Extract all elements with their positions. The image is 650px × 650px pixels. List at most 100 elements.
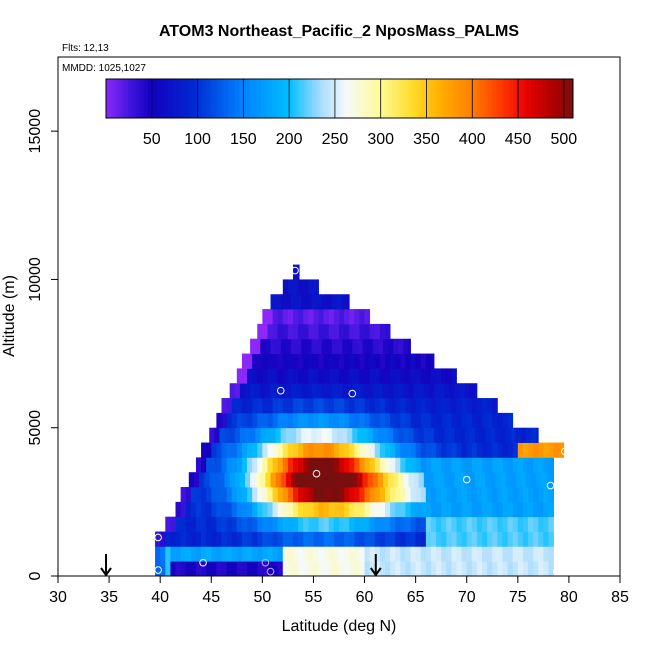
y-tick-label: 0 [27,571,44,580]
heatmap-cell [280,383,287,399]
heatmap-cell [323,368,330,384]
profile-markers [154,266,569,576]
colorbar-segment [166,79,170,118]
heatmap-cell [344,501,350,518]
heatmap-cell [492,457,498,473]
heatmap-cell [326,383,333,399]
heatmap-cell [425,531,432,547]
heatmap-cell [306,294,312,310]
heatmap-cell [390,442,396,458]
heatmap-cell [410,516,417,532]
heatmap-cell [415,353,422,369]
heatmap-cell [395,561,401,577]
heatmap-cell [449,472,455,488]
heatmap-cell [379,501,386,518]
heatmap-cell [216,412,222,429]
heatmap-cell [270,338,277,354]
heatmap-cell [476,398,483,414]
heatmap-cell [326,427,333,443]
colorbar-segment [443,79,447,118]
heatmap-cell [517,457,524,473]
heatmap-cell [231,561,238,577]
heatmap-cell [287,353,294,369]
heatmap-cell [425,501,432,518]
heatmap-cell [349,546,355,562]
heatmap-cell [543,501,549,518]
heatmap-cell [170,531,176,547]
heatmap-cell [236,531,243,547]
heatmap-cell [374,561,381,577]
heatmap-cell [461,501,468,518]
heatmap-cell [352,338,358,354]
heatmap-cell [318,457,325,473]
heatmap-cell [364,309,371,325]
colorbar-segment [328,79,332,118]
heatmap-cell [316,472,323,488]
heatmap-cell [408,472,414,488]
heatmap-cell [454,383,460,399]
heatmap-cell [522,546,529,562]
colorbar-segment [534,79,538,118]
heatmap-cell [428,383,435,399]
heatmap-cell [434,472,440,488]
heatmap-cell [395,412,401,429]
heatmap-cell [456,398,463,414]
heatmap-cell [318,412,325,429]
heatmap-cell [492,398,498,414]
colorbar-frame [105,78,574,119]
heatmap-cell [430,442,437,458]
heatmap-cell [403,383,409,399]
heatmap-cell [466,442,473,458]
colorbar-segment [446,79,450,118]
heatmap-cell [382,472,389,488]
heatmap-cell [466,516,473,532]
heatmap-cell [303,546,309,562]
colorbar-segment [106,79,110,118]
heatmap-cell [344,412,350,429]
heatmap-cell [211,501,217,518]
heatmap-cell [221,501,227,518]
colorbar-segment [207,79,211,118]
heatmap-cell [313,323,319,340]
heatmap-cell [308,398,314,414]
colorbar-segment [427,79,431,118]
heatmap-cell [517,561,524,577]
heatmap-cell [206,516,212,532]
heatmap-cell [364,561,371,577]
heatmap-cell [420,531,427,547]
heatmap-cell [369,546,376,562]
heatmap-cell [517,487,524,503]
heatmap-cell [456,501,463,518]
heatmap-cells [155,264,565,577]
heatmap-cell [490,472,496,488]
heatmap-cell [425,368,432,384]
heatmap-cell [372,338,379,354]
heatmap-cell [287,457,294,473]
heatmap-cell [461,516,468,532]
heatmap-cell [301,472,307,488]
heatmap-cell [379,368,386,384]
colorbar-segment [133,79,137,118]
heatmap-cell [410,398,417,414]
heatmap-cell [328,516,335,532]
heatmap-cell [339,531,345,547]
colorbar-segment [504,79,508,118]
colorbar-segment [567,79,571,118]
heatmap-cell [482,561,488,577]
heatmap-cell [252,561,258,577]
colorbar-segment [430,79,434,118]
heatmap-cell [476,516,483,532]
colorbar-segment [465,79,469,118]
heatmap-cell [359,398,365,414]
heatmap-cell [280,294,287,310]
heatmap-cell [507,546,514,562]
heatmap-cell [262,412,268,429]
heatmap-cell [252,516,258,532]
heatmap-cell [267,561,273,577]
heatmap-cell [272,501,279,518]
heatmap-cell [257,368,263,384]
heatmap-cell [277,323,284,340]
heatmap-cell [434,427,440,443]
colorbar-segment [158,79,162,118]
heatmap-cell [323,353,330,369]
